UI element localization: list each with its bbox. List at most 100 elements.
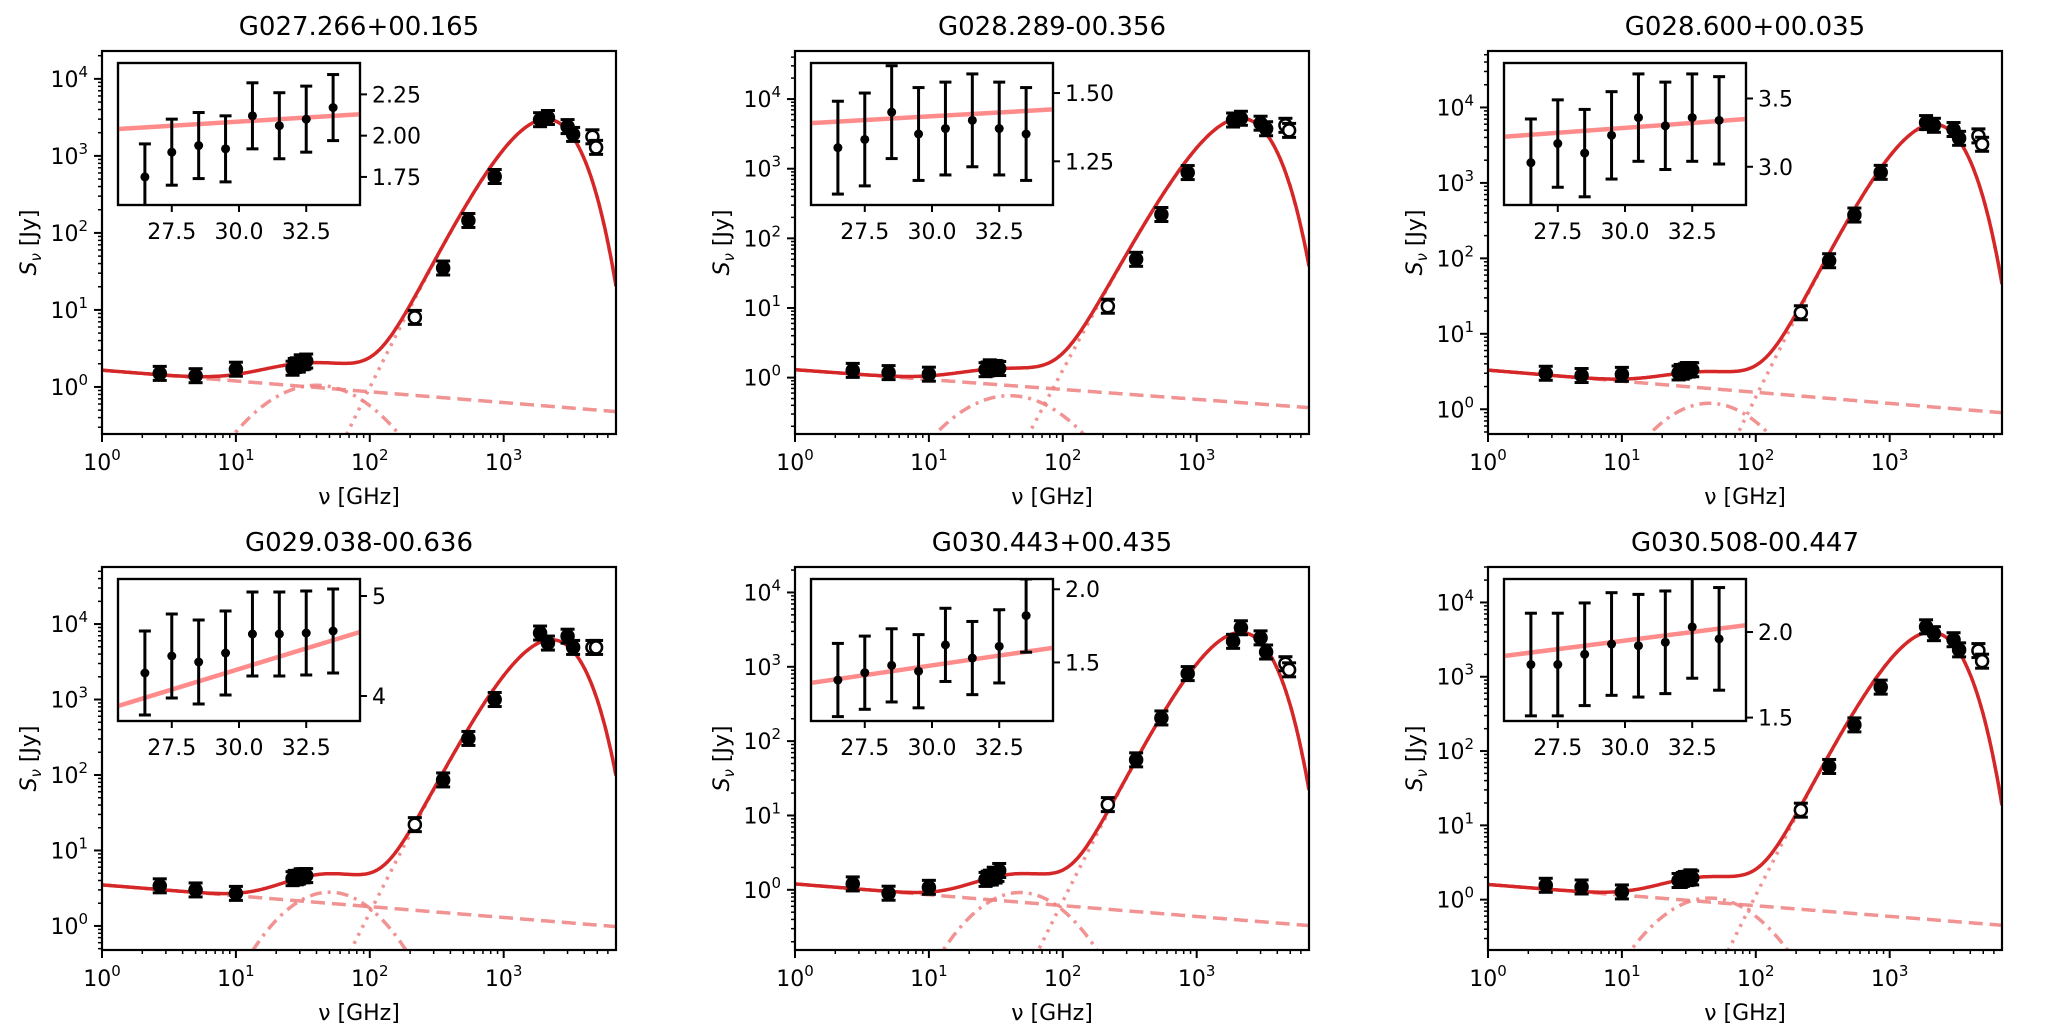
y-tick-label: 104 bbox=[50, 63, 88, 93]
inset-marker bbox=[140, 172, 150, 182]
inset-marker bbox=[274, 629, 284, 639]
inset-marker bbox=[1607, 639, 1617, 649]
y-tick-label: 101 bbox=[50, 294, 88, 324]
y-tick-label: 102 bbox=[50, 759, 88, 789]
inset-data-point bbox=[246, 81, 259, 151]
data-point-open bbox=[588, 138, 604, 156]
data-point bbox=[1154, 709, 1169, 727]
inset-marker bbox=[1553, 660, 1563, 670]
sed-panel: G027.266+00.165 100 101 102 103 100 101 102 103 1… bbox=[17, 12, 618, 510]
inset-data-point bbox=[1659, 589, 1672, 696]
data-point-open bbox=[1100, 297, 1116, 315]
marker bbox=[1793, 802, 1809, 818]
plot-area bbox=[1488, 618, 2002, 950]
marker bbox=[461, 731, 476, 746]
inset-marker bbox=[1021, 611, 1031, 621]
marker bbox=[435, 772, 451, 788]
inset-x-tick-label: 30.0 bbox=[1601, 736, 1650, 761]
marker bbox=[1100, 797, 1116, 812]
marker bbox=[1974, 653, 1990, 669]
data-point bbox=[991, 360, 1007, 378]
inset-data-point bbox=[831, 641, 844, 719]
data-point bbox=[1225, 632, 1241, 650]
data-point bbox=[1574, 367, 1589, 385]
inset-marker bbox=[940, 124, 950, 134]
inset-plot-area bbox=[118, 587, 360, 717]
sed-panel: G028.289-00.356 100 101 102 103 100 101 102 103 1… bbox=[710, 12, 1311, 510]
inset-marker bbox=[1660, 121, 1670, 131]
data-point bbox=[565, 125, 581, 143]
inset-data-point bbox=[327, 587, 340, 675]
y-tick-label: 101 bbox=[1436, 318, 1474, 348]
data-point bbox=[1253, 629, 1268, 647]
marker bbox=[991, 361, 1007, 376]
inset-marker bbox=[1526, 158, 1536, 168]
marker bbox=[921, 366, 937, 382]
inset-frame bbox=[809, 61, 1055, 207]
data-point bbox=[1951, 129, 1967, 147]
marker bbox=[1180, 666, 1195, 681]
inset-marker bbox=[328, 626, 338, 636]
data-point bbox=[435, 259, 451, 277]
marker bbox=[298, 868, 314, 883]
data-point bbox=[1180, 164, 1195, 182]
ame-component-line bbox=[1647, 401, 1772, 434]
x-tick-label: 103 bbox=[485, 446, 523, 476]
marker bbox=[1225, 634, 1241, 649]
axes-frame bbox=[793, 49, 1311, 436]
inset-data-point bbox=[219, 114, 232, 184]
marker bbox=[1951, 642, 1967, 658]
x-tick-label: 103 bbox=[1871, 962, 1909, 992]
inset-data-point bbox=[1524, 117, 1537, 205]
inset-marker bbox=[167, 147, 177, 157]
marker bbox=[461, 213, 476, 228]
y-axis-label: Sν [Jy] bbox=[17, 209, 45, 275]
inset-marker bbox=[1526, 660, 1536, 670]
data-point bbox=[188, 367, 203, 385]
inset-data-point bbox=[300, 84, 313, 154]
marker bbox=[1574, 879, 1589, 895]
inset-marker bbox=[914, 666, 924, 676]
x-axis-label: ν [GHz] bbox=[318, 485, 400, 510]
data-point bbox=[1538, 876, 1554, 894]
inset-marker bbox=[1553, 139, 1563, 149]
y-tick-label: 101 bbox=[743, 292, 781, 322]
inset-marker bbox=[274, 121, 284, 131]
marker bbox=[540, 635, 556, 651]
panel-title: G029.038-00.636 bbox=[245, 528, 473, 558]
inset-data-point bbox=[165, 117, 178, 187]
inset-marker bbox=[247, 629, 257, 639]
inset-marker bbox=[833, 143, 843, 153]
marker bbox=[1180, 165, 1195, 180]
x-tick-label: 102 bbox=[351, 446, 389, 476]
panel-title: G028.289-00.356 bbox=[938, 12, 1166, 42]
inset-data-point bbox=[1605, 90, 1618, 181]
marker bbox=[565, 640, 581, 655]
inset-fit-line bbox=[1504, 622, 1746, 659]
inset-marker bbox=[167, 651, 177, 661]
y-axis-label: Sν [Jy] bbox=[1403, 725, 1431, 791]
marker bbox=[1614, 884, 1630, 900]
data-point-open bbox=[1793, 304, 1809, 322]
inset-y-tick-label: 3.0 bbox=[1758, 156, 1793, 181]
axes-frame bbox=[1486, 49, 2004, 436]
y-tick-label: 103 bbox=[1436, 661, 1474, 691]
data-point bbox=[461, 211, 476, 229]
inset-marker bbox=[1580, 649, 1590, 659]
inset-marker bbox=[140, 668, 150, 678]
inset-x-tick-label: 32.5 bbox=[1668, 220, 1717, 245]
inset-data-point bbox=[831, 99, 844, 196]
inset-marker bbox=[994, 641, 1004, 651]
inset-y-tick-label: 2.25 bbox=[372, 83, 421, 108]
marker bbox=[407, 310, 423, 325]
total-fit-line bbox=[795, 630, 1309, 895]
data-point bbox=[1128, 751, 1144, 769]
marker bbox=[1128, 252, 1144, 267]
inset-fit-line bbox=[118, 111, 360, 132]
marker bbox=[1574, 368, 1589, 383]
data-point bbox=[1614, 365, 1630, 383]
marker bbox=[188, 368, 203, 383]
inset-marker bbox=[247, 111, 257, 121]
inset-y-tick-label: 1.25 bbox=[1065, 150, 1114, 175]
marker bbox=[1154, 207, 1169, 222]
